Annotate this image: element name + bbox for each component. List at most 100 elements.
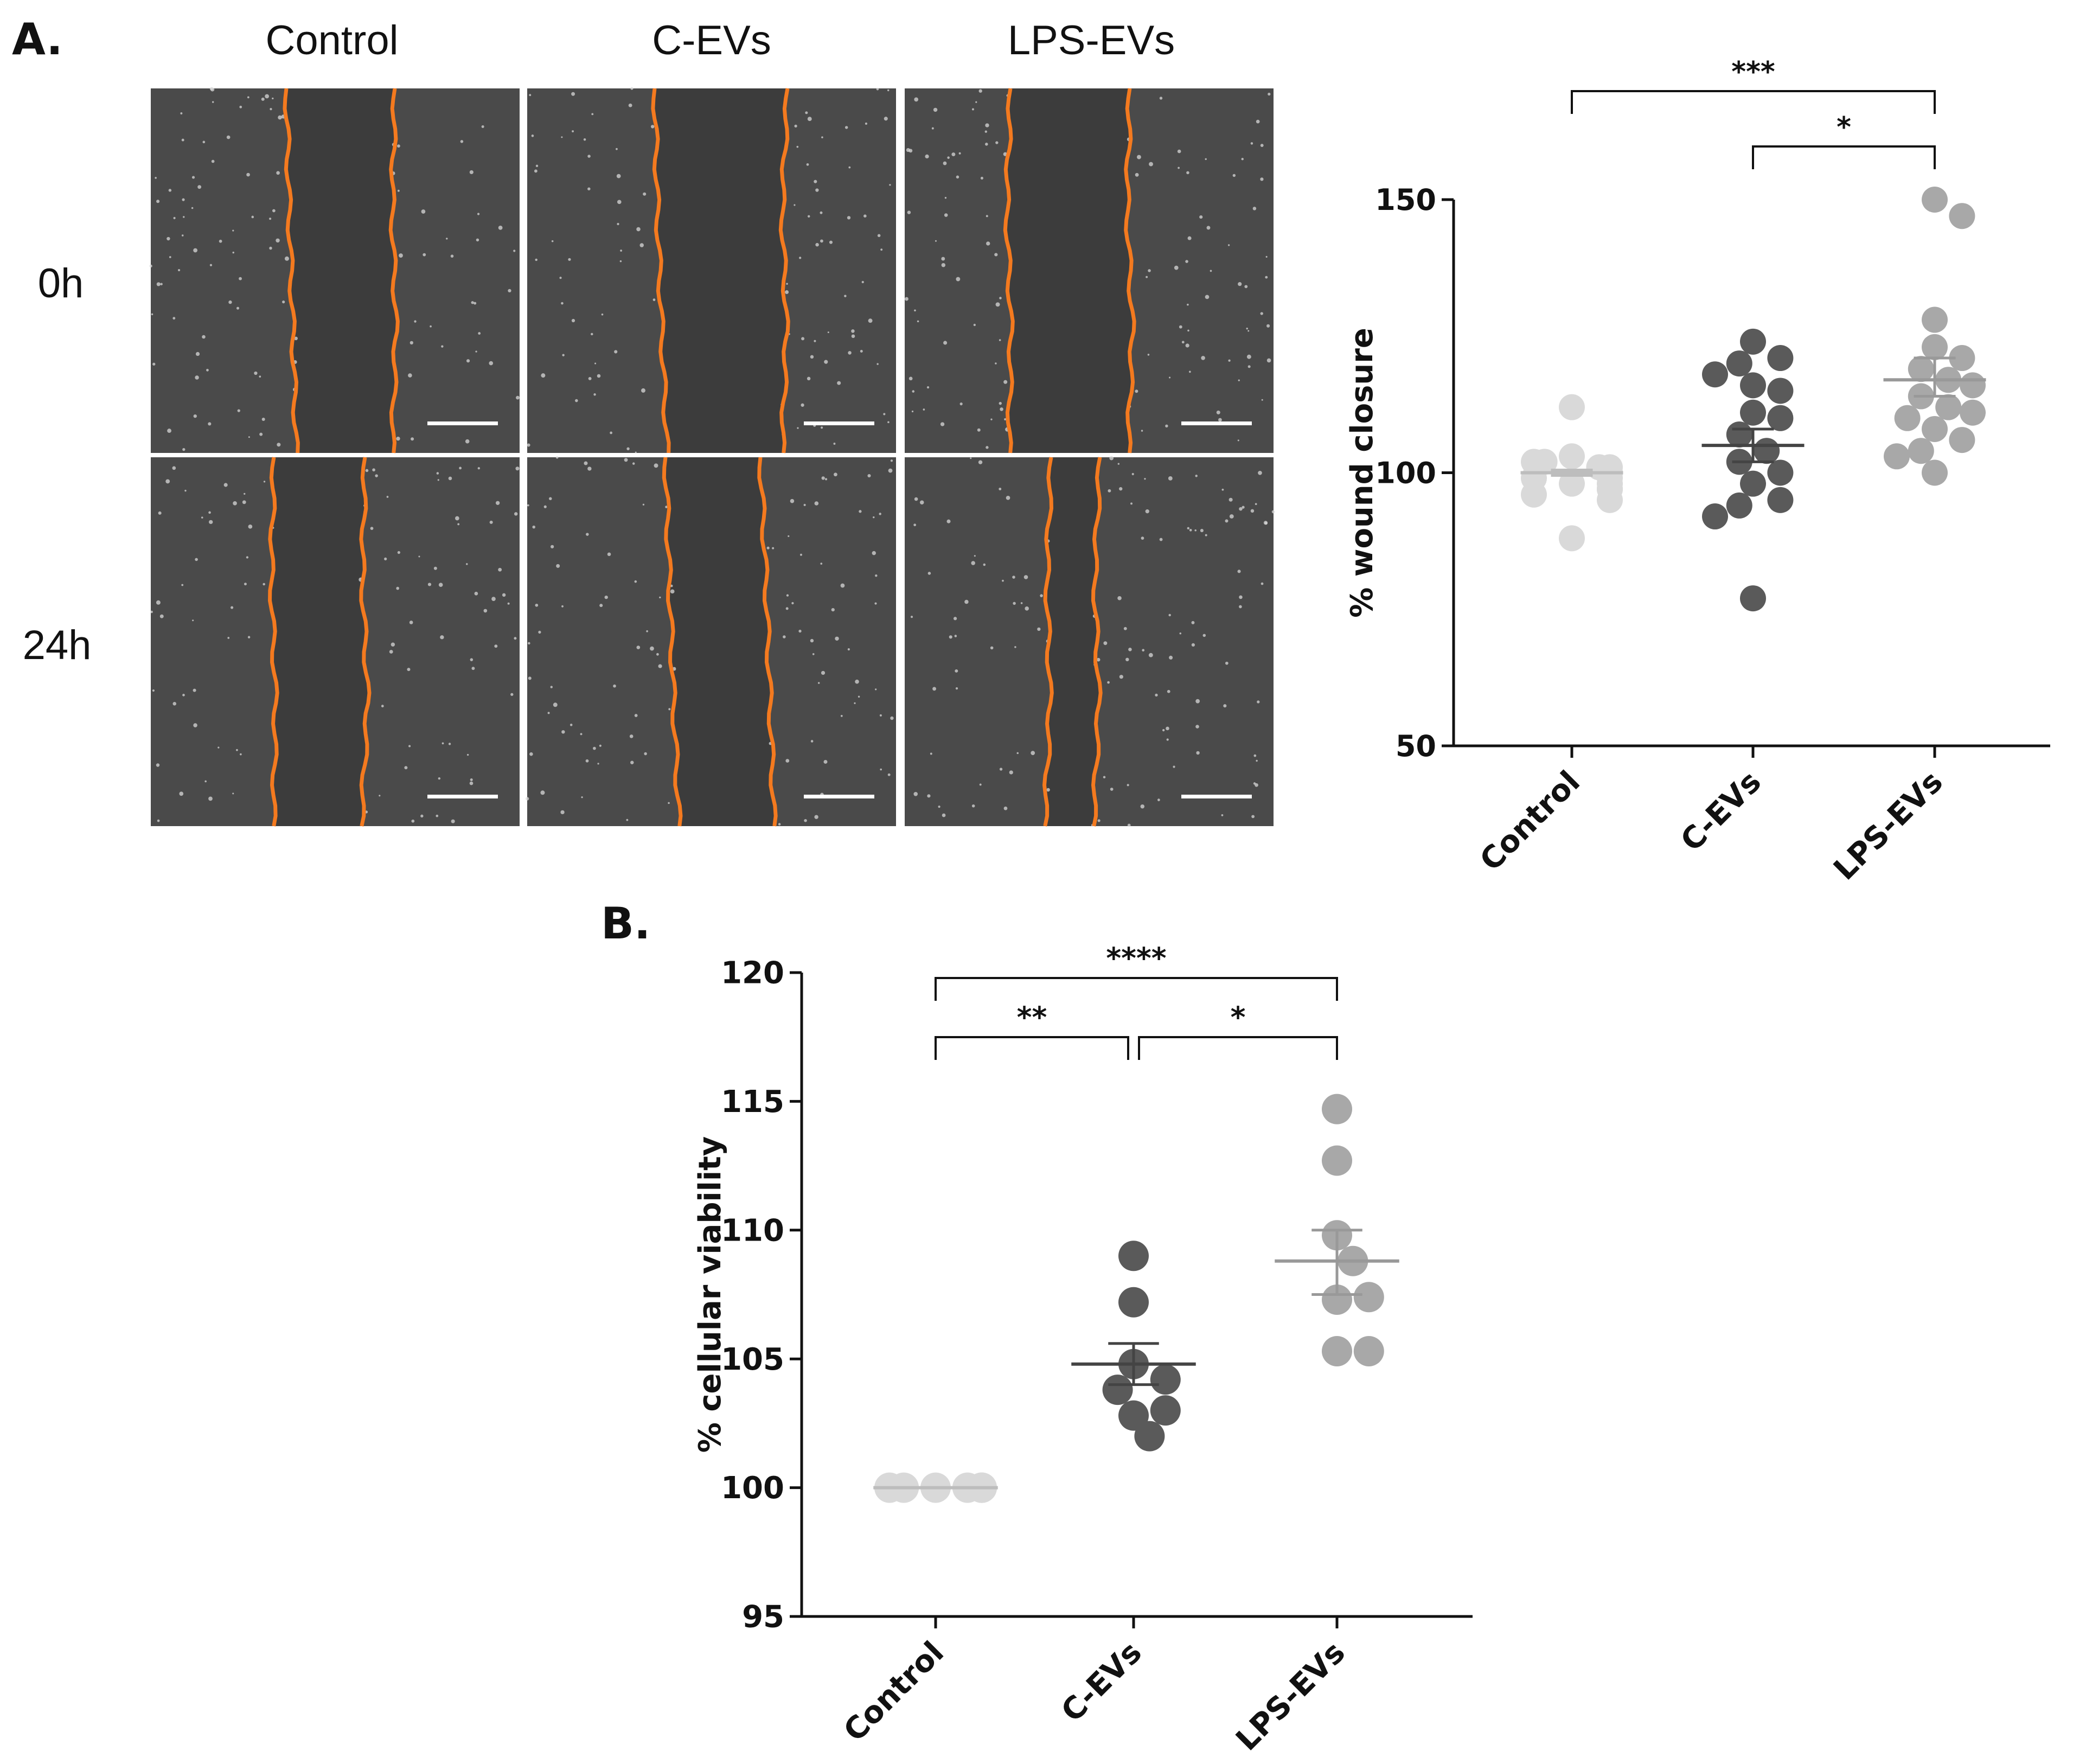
x-tick-label-lps-evs: LPS-EVs [1229, 1635, 1352, 1757]
cell-layer-right [760, 457, 896, 826]
data-point [1908, 438, 1934, 464]
data-point [1922, 459, 1948, 486]
column-header-lps-evs: LPS-EVs [1008, 17, 1175, 63]
data-point [1960, 399, 1986, 426]
scale-bar [427, 795, 498, 798]
data-point [1118, 1287, 1149, 1318]
micrograph-lps-evs-24h [905, 456, 1275, 827]
cell-speckles [905, 89, 1271, 449]
cell-layer-right [782, 88, 896, 453]
wound-edge-left [651, 88, 671, 453]
data-point [1740, 399, 1766, 426]
scale-bar [1181, 421, 1252, 425]
significance-bracket: *** [1571, 56, 1936, 114]
cell-layer-right [1127, 88, 1274, 453]
data-point [1740, 585, 1766, 612]
wound-edge-left [1003, 88, 1015, 453]
y-axis-label: % cellular viability [693, 1136, 728, 1453]
significance-label: *** [1731, 56, 1775, 88]
data-point [1754, 438, 1780, 464]
series-control [873, 1472, 998, 1503]
data-point [1702, 361, 1728, 388]
cell-speckles [150, 466, 520, 823]
series-lps-evs [1275, 1094, 1399, 1366]
data-point [1767, 487, 1794, 513]
scale-bar [804, 795, 874, 798]
data-point [1767, 345, 1794, 372]
wound-edge-left [267, 457, 279, 827]
data-point [1922, 334, 1948, 360]
x-tick-label-c-evs: C-EVs [1054, 1635, 1149, 1729]
significance-bracket: ** [935, 1001, 1129, 1060]
x-tick-label-c-evs: C-EVs [1674, 764, 1768, 859]
series-control [1520, 394, 1623, 552]
wound-edge-right [388, 88, 400, 453]
data-point [1702, 503, 1728, 530]
row-label-24h: 24h [23, 622, 92, 668]
data-point [1102, 1375, 1133, 1405]
data-point [1521, 449, 1547, 475]
micrograph-lps-evs-0h [905, 88, 1274, 453]
wound-edge-right [757, 457, 778, 827]
y-tick-label: 150 [1375, 183, 1436, 217]
y-tick-label: 115 [721, 1084, 784, 1120]
y-tick-label: 105 [721, 1342, 784, 1377]
data-point [1521, 481, 1547, 508]
y-tick-label: 95 [742, 1600, 784, 1635]
data-point [1884, 443, 1910, 470]
cell-speckles [910, 456, 1275, 827]
significance-label: ** [1017, 1001, 1047, 1034]
cell-layer-left [151, 457, 276, 826]
y-tick-label: 100 [721, 1471, 784, 1506]
cell-speckles [525, 456, 894, 826]
y-tick-label: 100 [1375, 456, 1436, 490]
data-point [1726, 492, 1752, 519]
data-point [1559, 525, 1585, 552]
significance-label: * [1837, 111, 1851, 144]
micrograph-control-24h [150, 457, 520, 827]
data-point [1740, 470, 1766, 497]
data-point [1559, 443, 1585, 470]
series-lps-evs [1883, 187, 1986, 486]
data-point [1322, 1145, 1352, 1176]
significance-label: * [1231, 1001, 1246, 1034]
micrograph-grid [149, 87, 1275, 827]
data-point [1559, 470, 1585, 497]
data-point [1353, 1335, 1384, 1366]
x-tick-label-control: Control [837, 1635, 951, 1749]
bracket-line [1138, 1036, 1338, 1060]
wound-edge-left [283, 88, 300, 453]
micrograph-c-evs-24h [525, 456, 896, 827]
data-point [1118, 1241, 1149, 1271]
data-point [1949, 345, 1975, 372]
series-c-evs [1071, 1241, 1196, 1452]
data-point [1726, 350, 1752, 377]
cell-layer-left [151, 88, 296, 453]
wound-edge-right [778, 88, 790, 453]
wound-edge-right [1124, 88, 1136, 453]
wound-edge-left [662, 457, 683, 827]
y-tick-label: 50 [1396, 729, 1436, 763]
significance-bracket: * [1138, 1001, 1338, 1060]
data-point [1559, 394, 1585, 420]
data-point [1949, 203, 1975, 229]
micrograph-control-0h [149, 87, 520, 453]
cell-layer-left [905, 457, 1051, 826]
data-point [1150, 1395, 1181, 1426]
cell-speckles [149, 87, 520, 451]
data-point [1767, 378, 1794, 404]
micrograph-c-evs-0h [527, 87, 896, 453]
data-point [1767, 405, 1794, 431]
wound-edge-right [359, 457, 372, 827]
y-axis-label: % wound closure [1345, 328, 1380, 618]
data-point [1908, 356, 1934, 382]
bracket-line [935, 1036, 1129, 1060]
data-point [1767, 459, 1794, 486]
significance-bracket: * [1752, 111, 1936, 169]
data-point [1322, 1094, 1352, 1124]
x-tick-label-control: Control [1473, 764, 1587, 878]
data-point [1322, 1284, 1352, 1315]
wound-edge-right [1091, 457, 1103, 827]
data-point [1894, 405, 1921, 431]
